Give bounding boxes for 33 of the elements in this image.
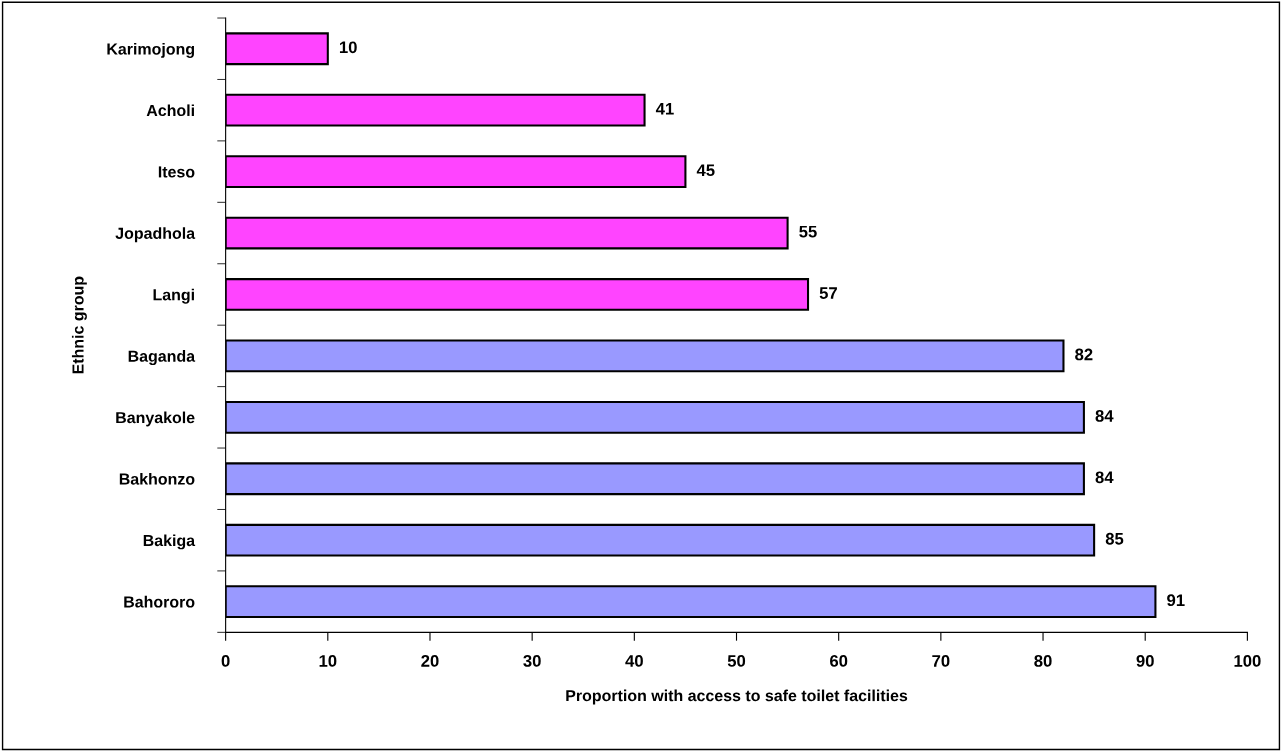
data-label: 57 bbox=[819, 287, 837, 299]
data-label: 82 bbox=[1075, 348, 1093, 361]
y-tick-label: Iteso bbox=[158, 166, 195, 178]
y-tick-label: Bakhonzo bbox=[119, 472, 195, 485]
data-label: 91 bbox=[1167, 594, 1185, 607]
y-tick-label: Bakiga bbox=[143, 534, 196, 550]
x-tick-label: 20 bbox=[421, 655, 439, 667]
y-tick-label: Banyakole bbox=[116, 411, 195, 427]
y-tick-label: Langi bbox=[153, 288, 194, 304]
x-tick-label: 70 bbox=[932, 655, 950, 667]
data-label: 85 bbox=[1105, 532, 1124, 545]
x-tick-label: 100 bbox=[1234, 655, 1261, 667]
x-tick-label: 0 bbox=[221, 655, 230, 667]
y-tick-label: Jopadhola bbox=[115, 227, 196, 243]
x-tick-label: 80 bbox=[1034, 655, 1052, 667]
x-tick-label: 50 bbox=[727, 655, 746, 667]
x-tick-label: 60 bbox=[830, 655, 848, 667]
data-label: 45 bbox=[696, 164, 715, 177]
data-label: 10 bbox=[339, 41, 357, 54]
y-tick-label: Bahororo bbox=[124, 595, 195, 608]
data-label: 41 bbox=[655, 103, 674, 115]
data-label: 55 bbox=[799, 225, 817, 238]
y-tick-label: Baganda bbox=[128, 350, 196, 366]
x-axis-title: Proportion with access to safe toilet facilities bbox=[566, 689, 908, 705]
data-label: 84 bbox=[1095, 471, 1114, 484]
x-tick-label: 10 bbox=[319, 655, 337, 667]
y-axis-title: Ethnic group bbox=[71, 276, 87, 374]
x-tick-label: 90 bbox=[1136, 655, 1154, 667]
x-tick-label: 30 bbox=[523, 655, 541, 667]
y-tick-label: Acholi bbox=[146, 104, 194, 117]
data-label: 84 bbox=[1095, 410, 1114, 422]
x-tick-label: 40 bbox=[625, 655, 643, 667]
y-tick-label: Karimojong bbox=[107, 42, 195, 58]
